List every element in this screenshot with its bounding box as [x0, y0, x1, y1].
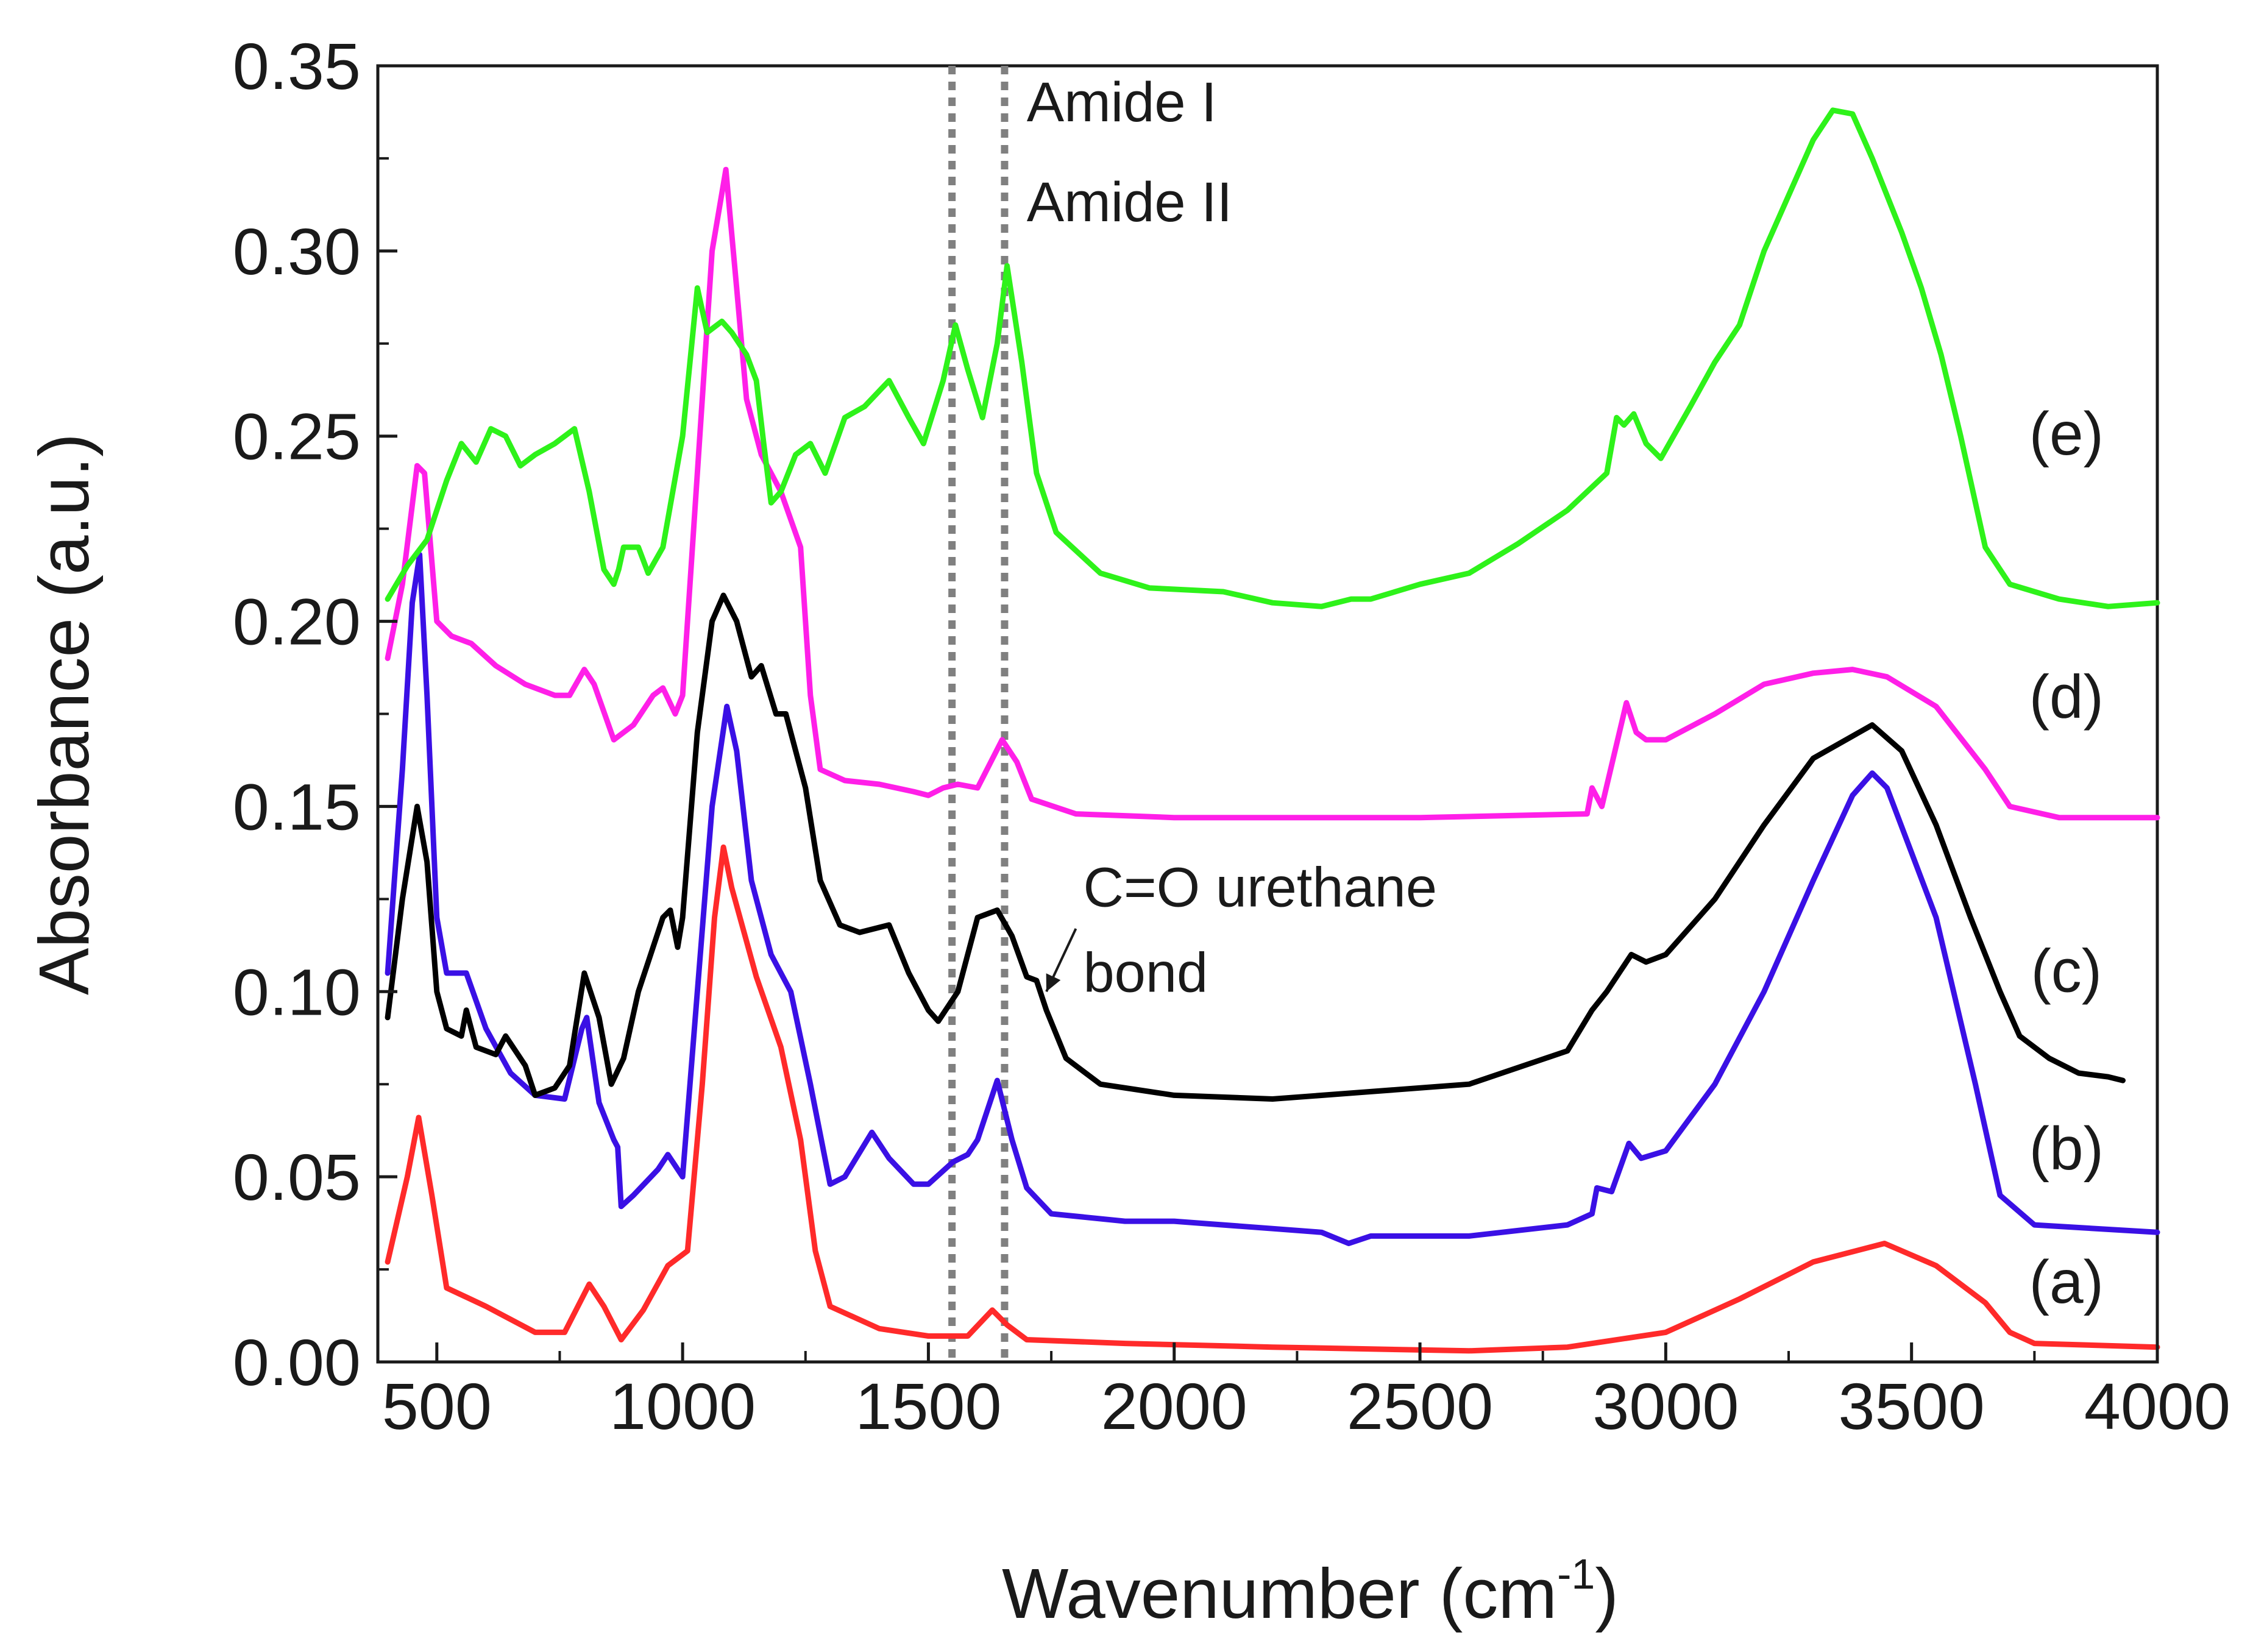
- x-axis-title: Wavenumber (cm-1): [1002, 1550, 1619, 1633]
- x-tick-label: 3000: [1592, 1369, 1739, 1443]
- series-layer: [385, 107, 2160, 1354]
- series-line-e: [385, 107, 2160, 609]
- y-tick-label: 0.00: [233, 1325, 361, 1399]
- series-label-b: (b): [2029, 1115, 2104, 1183]
- x-tick-label: 4000: [2084, 1369, 2230, 1443]
- y-tick-label: 0.05: [233, 1140, 361, 1214]
- series-label-a: (a): [2029, 1248, 2104, 1316]
- x-tick-label: 2500: [1347, 1369, 1493, 1443]
- y-axis: 0.00 0.05 0.10 0.15 0.20 0.25 0.30 0.35: [233, 29, 397, 1399]
- y-tick-label: 0.20: [233, 585, 361, 659]
- series-line-d: [385, 166, 2160, 821]
- annotation-text: C=O urethane: [1084, 857, 1437, 919]
- annotation-text: Amide I: [1027, 71, 1217, 133]
- series-label-e: (e): [2029, 400, 2104, 468]
- x-tick-label: 500: [382, 1369, 492, 1443]
- x-tick-label: 1000: [609, 1369, 756, 1443]
- series-labels: (a) (b) (c) (d) (e): [2029, 400, 2104, 1316]
- y-tick-label: 0.15: [233, 770, 361, 843]
- annotation-text: Amide II: [1027, 171, 1232, 233]
- y-axis-title: Absorbance (a.u.): [24, 433, 104, 995]
- x-axis: 500 1000 1500 2000 2500 3000 3500 4000: [382, 1342, 2230, 1443]
- plot-frame: [376, 64, 2159, 1364]
- series-label-c: (c): [2031, 937, 2102, 1005]
- x-tick-label: 1500: [855, 1369, 1001, 1443]
- annotations: Amide I Amide II C=O urethane bond: [1027, 71, 1437, 1004]
- y-tick-label: 0.10: [233, 955, 361, 1029]
- annotation-arrow-head: [1046, 973, 1061, 992]
- series-label-d: (d): [2029, 663, 2104, 731]
- series-line-a: [385, 844, 2160, 1354]
- y-tick-label: 0.30: [233, 214, 361, 288]
- y-tick-label: 0.35: [233, 29, 361, 103]
- x-tick-label: 3500: [1839, 1369, 1985, 1443]
- reference-lines: [948, 66, 1009, 1362]
- y-tick-label: 0.25: [233, 400, 361, 473]
- series-line-b: [385, 551, 2160, 1246]
- series-line-c: [385, 592, 2126, 1102]
- annotation-text: bond: [1084, 941, 1208, 1004]
- x-tick-label: 2000: [1101, 1369, 1247, 1443]
